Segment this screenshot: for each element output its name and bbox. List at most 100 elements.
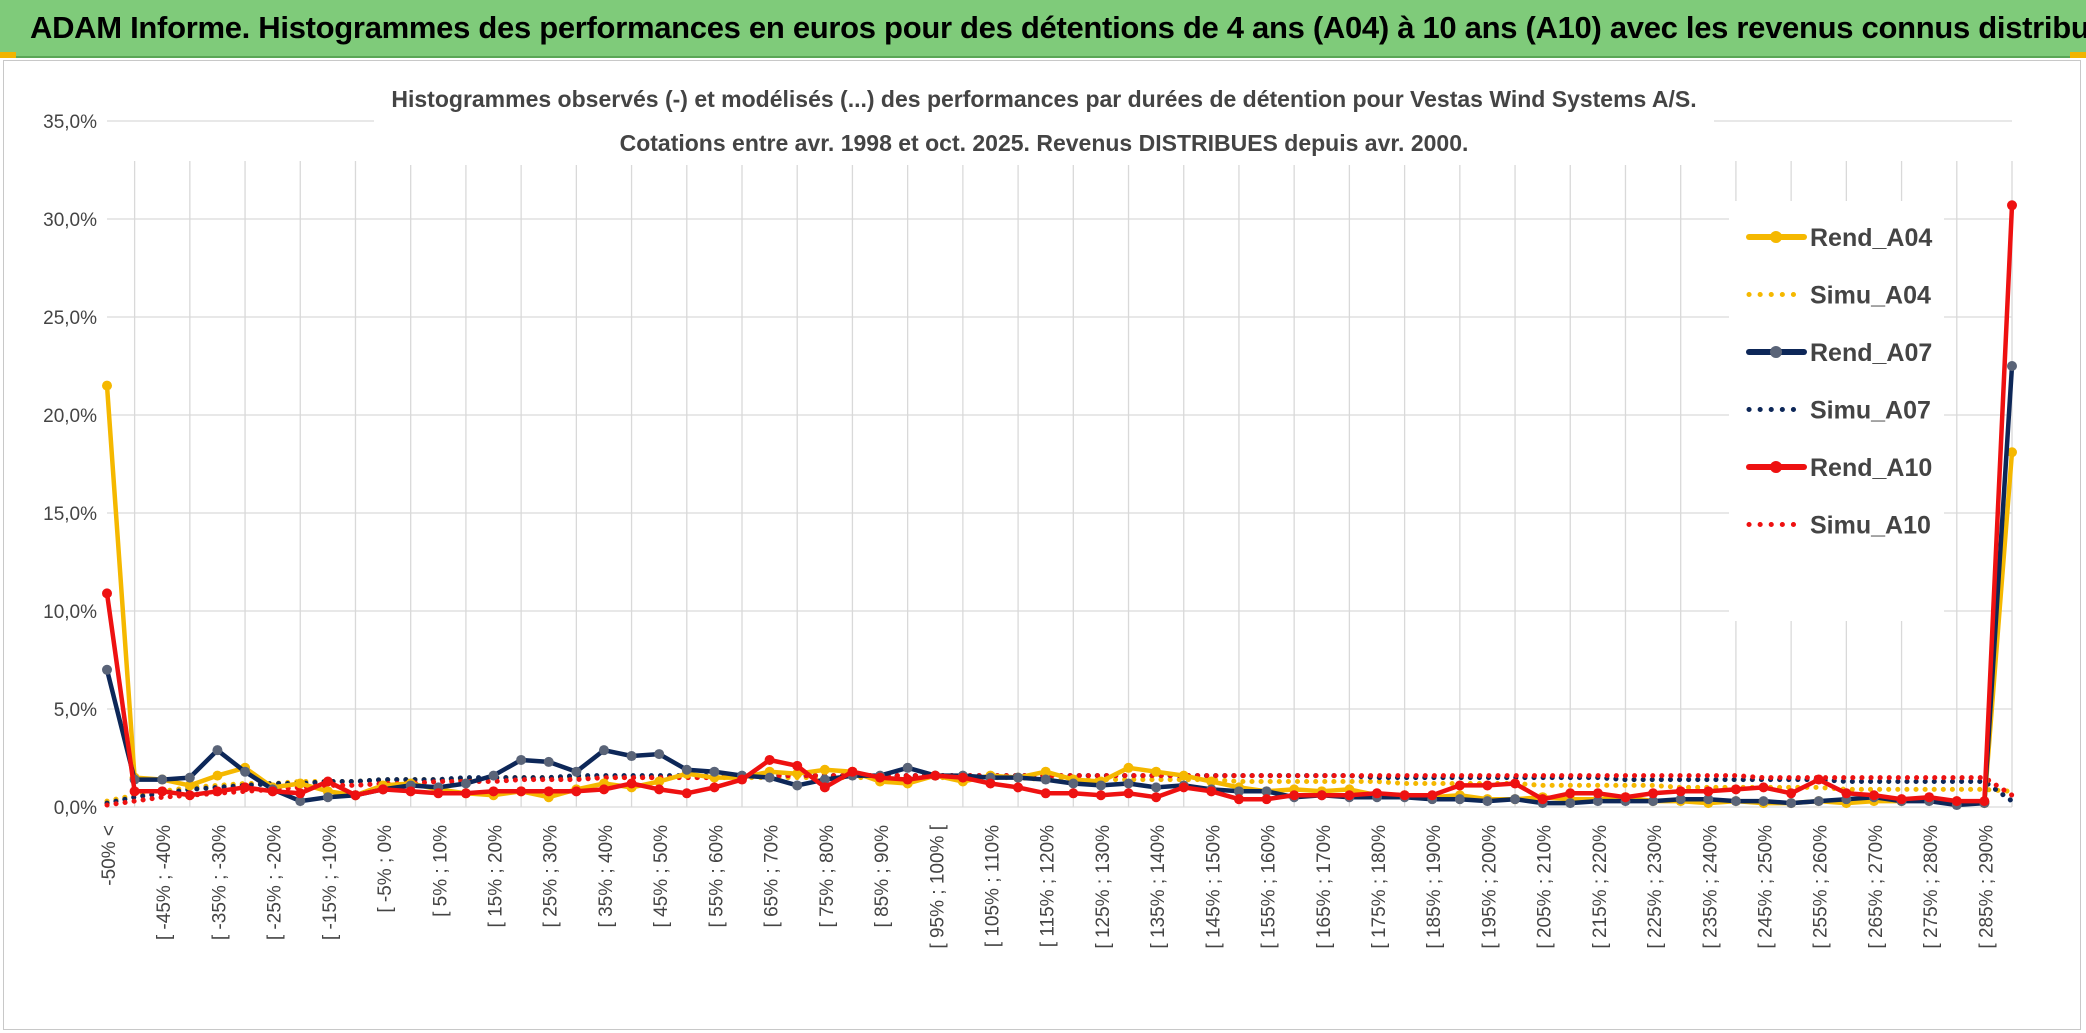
legend-marker: [1770, 231, 1782, 243]
point-rend_a10: [1206, 786, 1217, 797]
point-rend_a10: [1868, 790, 1879, 801]
x-tick-label: [ 55% ; 60%: [706, 825, 727, 928]
point-rend_a07: [571, 766, 582, 777]
y-tick-label: 10,0%: [43, 602, 97, 623]
point-rend_a10: [902, 774, 913, 785]
x-tick-label: [ 75% ; 80%: [817, 825, 838, 928]
point-rend_a04: [1040, 766, 1051, 777]
x-tick-label: [ 285% ; 290%: [1976, 825, 1997, 949]
point-rend_a04: [212, 770, 223, 781]
point-rend_a10: [709, 782, 720, 793]
x-tick-label: [ -45% ; -40%: [154, 825, 175, 940]
x-tick-label: [ 25% ; 30%: [541, 825, 562, 928]
point-rend_a10: [1233, 794, 1244, 805]
point-rend_a04: [1178, 770, 1189, 781]
point-rend_a10: [1841, 788, 1852, 799]
corner-marker-left: [0, 52, 16, 58]
point-rend_a10: [212, 786, 223, 797]
point-rend_a07: [598, 745, 609, 756]
x-tick-label: [ 245% ; 250%: [1756, 825, 1777, 949]
point-rend_a07: [1454, 794, 1465, 805]
series-layer: [102, 200, 2017, 811]
x-tick-label: [ 155% ; 160%: [1259, 825, 1280, 949]
point-rend_a07: [516, 754, 527, 765]
legend-label: Rend_A04: [1810, 224, 1932, 252]
point-rend_a07: [1123, 778, 1134, 789]
point-rend_a07: [488, 770, 499, 781]
point-rend_a10: [543, 786, 554, 797]
x-tick-label: [ 65% ; 70%: [762, 825, 783, 928]
point-rend_a10: [737, 774, 747, 785]
point-rend_a07: [1233, 786, 1244, 797]
chart-title: Histogrammes observés (-) et modélisés (…: [391, 86, 1696, 112]
point-rend_a10: [1565, 788, 1576, 799]
point-rend_a10: [1399, 790, 1410, 801]
point-rend_a07: [1648, 796, 1659, 807]
x-tick-label: [ -15% ; -10%: [320, 825, 341, 940]
point-rend_a10: [460, 788, 471, 799]
point-rend_a10: [1068, 788, 1079, 799]
x-tick-label: [ 125% ; 130%: [1093, 825, 1114, 949]
point-rend_a07: [819, 774, 830, 785]
series-line-rend_a10: [104, 203, 2015, 804]
point-rend_a10: [654, 784, 665, 795]
point-rend_a10: [1786, 788, 1797, 799]
point-rend_a07: [157, 774, 168, 785]
point-rend_a07: [1703, 794, 1714, 805]
x-tick-label: [ 225% ; 230%: [1645, 825, 1666, 949]
point-rend_a04: [1151, 766, 1162, 777]
point-rend_a10: [930, 770, 941, 781]
point-rend_a07: [902, 762, 913, 773]
point-rend_a10: [1592, 788, 1603, 799]
grid-layer: [107, 120, 2013, 808]
point-rend_a10: [819, 782, 830, 793]
point-rend_a10: [681, 788, 692, 799]
x-tick-label: [ 135% ; 140%: [1148, 825, 1169, 949]
point-rend_a10: [1095, 790, 1106, 801]
point-rend_a07: [1758, 796, 1769, 807]
point-rend_a07: [1730, 796, 1741, 807]
point-rend_a04: [1123, 762, 1134, 773]
x-tick-label: [ -5% ; 0%: [375, 825, 396, 913]
legend-label: Simu_A04: [1810, 282, 1931, 310]
point-rend_a07: [1675, 794, 1686, 805]
y-tick-label: 15,0%: [43, 504, 97, 525]
point-rend_a10: [1510, 778, 1521, 789]
point-rend_a10: [102, 588, 112, 599]
point-rend_a07: [654, 749, 665, 760]
x-tick-label: [ 195% ; 200%: [1479, 825, 1500, 949]
x-tick-label: [ 115% ; 120%: [1038, 825, 1059, 947]
point-rend_a10: [1813, 774, 1824, 785]
point-rend_a07: [322, 792, 333, 803]
y-tick-label: 0,0%: [54, 798, 97, 819]
y-tick-label: 30,0%: [43, 210, 97, 231]
x-tick-label: [ 255% ; 260%: [1811, 825, 1832, 949]
point-rend_a10: [322, 776, 333, 787]
legend-label: Simu_A10: [1810, 512, 1931, 540]
point-rend_a07: [1261, 786, 1272, 797]
point-rend_a07: [1068, 778, 1079, 789]
y-tick-label: 5,0%: [54, 700, 97, 721]
x-tick-label: [ 45% ; 50%: [651, 825, 672, 928]
point-rend_a07: [2007, 361, 2017, 371]
point-rend_a07: [212, 745, 223, 756]
point-rend_a10: [405, 786, 416, 797]
legend-label: Rend_A10: [1810, 454, 1932, 482]
point-rend_a10: [1648, 788, 1659, 799]
point-rend_a04: [2007, 447, 2017, 458]
point-rend_a10: [957, 772, 968, 783]
x-tick-label: [ -25% ; -20%: [265, 825, 286, 940]
point-rend_a10: [1951, 796, 1962, 807]
series-line-rend_a04: [104, 383, 2015, 806]
point-rend_a10: [1924, 792, 1935, 803]
point-rend_a07: [1040, 774, 1051, 785]
point-rend_a10: [1896, 794, 1907, 805]
title-backdrop: [374, 67, 1714, 165]
y-tick-label: 20,0%: [43, 406, 97, 427]
point-rend_a10: [1261, 794, 1272, 805]
y-tick-label: 25,0%: [43, 308, 97, 329]
point-rend_a10: [1482, 780, 1493, 791]
point-rend_a10: [571, 786, 582, 797]
point-rend_a07: [1095, 780, 1106, 791]
point-rend_a04: [1206, 776, 1217, 787]
